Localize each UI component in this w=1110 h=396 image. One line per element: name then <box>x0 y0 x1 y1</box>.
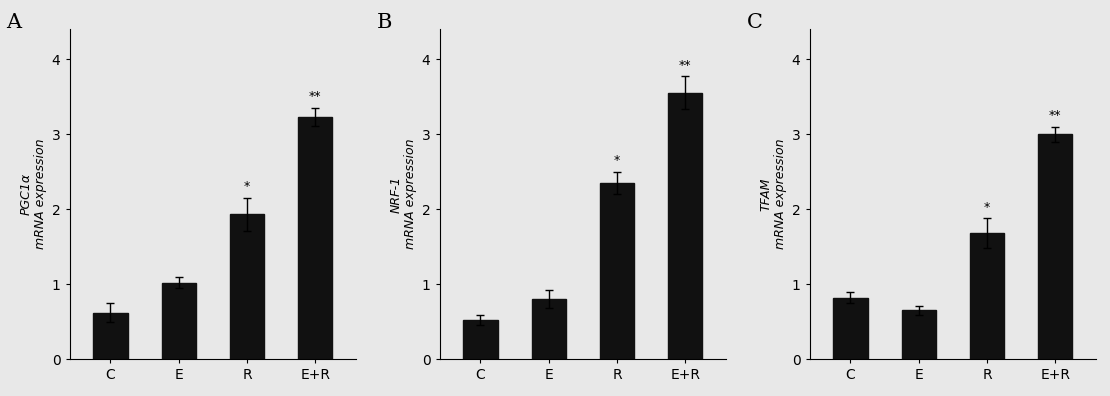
Bar <box>668 93 703 359</box>
Bar <box>464 320 497 359</box>
Text: *: * <box>244 180 250 193</box>
Bar <box>599 183 634 359</box>
Bar <box>162 283 195 359</box>
Bar <box>532 299 566 359</box>
Text: **: ** <box>679 59 692 72</box>
Bar <box>834 297 868 359</box>
Text: **: ** <box>1049 109 1061 122</box>
Bar <box>299 117 332 359</box>
Y-axis label: PGC1α
mRNA expression: PGC1α mRNA expression <box>20 139 48 249</box>
Bar <box>93 312 128 359</box>
Bar <box>901 310 936 359</box>
Y-axis label: TFAM
mRNA expression: TFAM mRNA expression <box>759 139 787 249</box>
Bar <box>1038 134 1072 359</box>
Text: *: * <box>983 201 990 213</box>
Text: C: C <box>747 13 763 32</box>
Y-axis label: NRF-1
mRNA expression: NRF-1 mRNA expression <box>390 139 417 249</box>
Text: B: B <box>376 13 392 32</box>
Text: **: ** <box>309 90 322 103</box>
Text: *: * <box>614 154 620 167</box>
Bar <box>230 214 264 359</box>
Text: A: A <box>7 13 21 32</box>
Bar <box>970 233 1005 359</box>
